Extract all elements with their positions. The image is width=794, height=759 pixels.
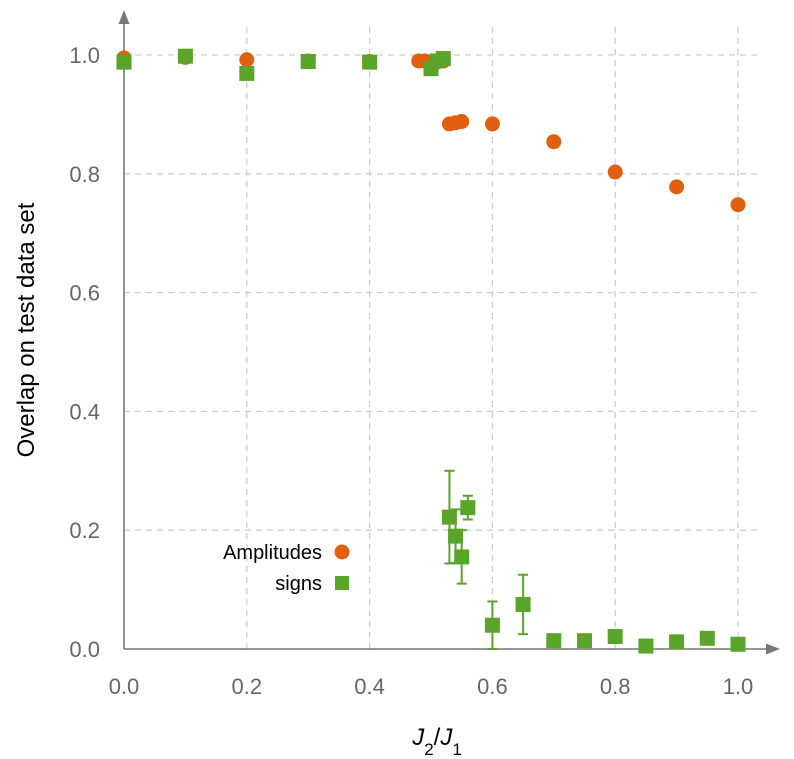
amplitudes-point	[239, 52, 255, 68]
y-tick-labels: 0.0 0.2 0.4 0.6 0.8 1.0	[69, 43, 100, 662]
signs-point	[177, 48, 193, 64]
signs-point	[515, 596, 531, 612]
amplitudes-point	[454, 114, 470, 130]
signs-point	[441, 509, 457, 525]
x-tick-labels: 0.0 0.2 0.4 0.6 0.8 1.0	[109, 674, 754, 699]
signs-point	[730, 636, 746, 652]
x-tick-label: 0.4	[354, 674, 385, 699]
x-label-subscript: 1	[452, 740, 461, 759]
amplitudes-point	[669, 179, 685, 195]
grid	[124, 24, 760, 649]
y-axis-arrow	[118, 10, 130, 24]
x-axis-label: J2/J1	[411, 724, 462, 759]
signs-point	[546, 633, 562, 649]
amplitudes-point	[546, 134, 562, 150]
x-label-slash: /	[434, 724, 441, 751]
amplitudes-point	[730, 197, 746, 213]
signs-point	[638, 638, 654, 654]
y-tick-label: 1.0	[69, 43, 100, 68]
legend-label-signs: signs	[275, 573, 322, 595]
legend-marker-amplitudes	[334, 544, 350, 560]
signs-point	[300, 54, 316, 70]
x-label-subscript: 2	[424, 740, 433, 759]
signs-point	[362, 54, 378, 70]
y-tick-label: 0.2	[69, 518, 100, 543]
y-tick-label: 0.6	[69, 281, 100, 306]
x-tick-label: 1.0	[723, 674, 754, 699]
signs-point	[577, 633, 592, 649]
signs-point	[699, 630, 715, 646]
amplitudes-point	[607, 164, 623, 180]
signs-point	[239, 65, 255, 81]
signs-point	[448, 528, 464, 544]
legend: Amplitudes signs	[223, 542, 350, 595]
data-points	[116, 48, 746, 654]
amplitudes-point	[484, 116, 500, 132]
signs-point	[435, 51, 451, 67]
signs-point	[460, 500, 476, 516]
x-label-symbol: J	[439, 724, 453, 751]
legend-label-amplitudes: Amplitudes	[223, 542, 322, 564]
signs-point	[484, 617, 500, 633]
x-tick-label: 0.6	[477, 674, 508, 699]
legend-marker-signs	[335, 576, 349, 590]
x-tick-label: 0.2	[232, 674, 263, 699]
signs-point	[607, 629, 623, 645]
y-axis-label: Overlap on test data set	[13, 202, 40, 457]
x-label-symbol: J	[411, 724, 425, 751]
x-tick-label: 0.8	[600, 674, 631, 699]
signs-point	[669, 634, 685, 650]
y-tick-label: 0.8	[69, 162, 100, 187]
signs-point	[116, 54, 132, 70]
y-tick-label: 0.4	[69, 399, 100, 424]
x-axis-arrow	[766, 643, 780, 655]
x-tick-label: 0.0	[109, 674, 140, 699]
y-tick-label: 0.0	[69, 637, 100, 662]
signs-point	[454, 549, 470, 565]
axes	[118, 10, 780, 655]
